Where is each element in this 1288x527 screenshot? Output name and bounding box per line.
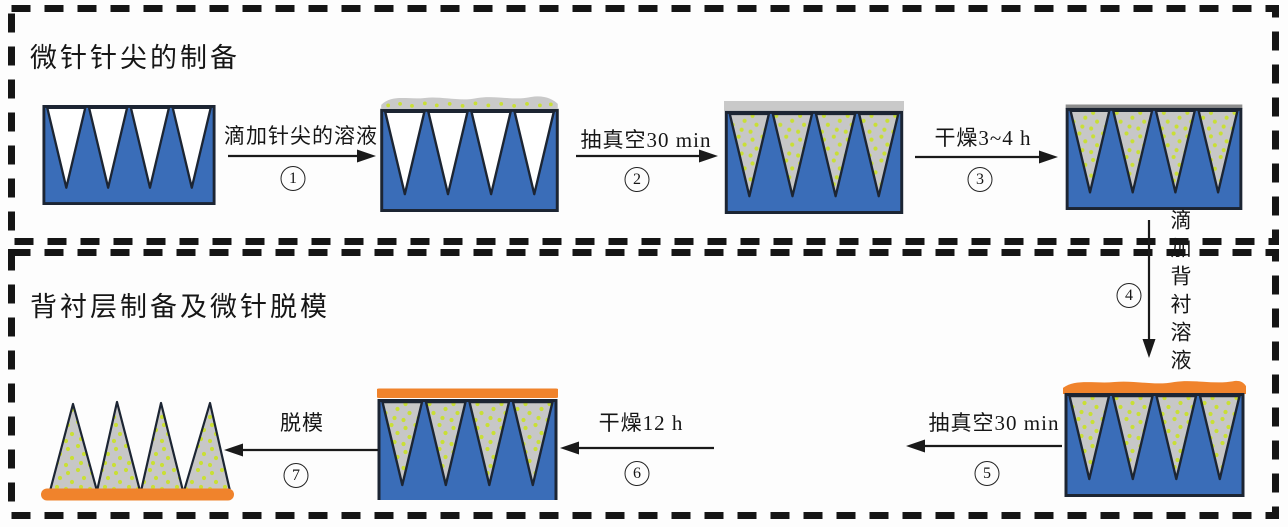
step1-label: 滴加针尖的溶液 bbox=[224, 124, 378, 148]
step4-down-arrow-icon bbox=[1142, 220, 1156, 358]
step5-label: 抽真空30 min bbox=[928, 411, 1060, 435]
step3-number: 3 bbox=[967, 167, 993, 192]
step7-left-arrow-icon bbox=[224, 443, 378, 457]
step6-left-arrow-icon bbox=[560, 441, 714, 455]
step1-right-arrow-icon bbox=[228, 149, 376, 163]
mold-backing-dried bbox=[377, 388, 558, 500]
step3-right-arrow-icon bbox=[915, 150, 1058, 164]
step4-label: 滴加背衬溶液 bbox=[1168, 209, 1192, 377]
step6-number: 6 bbox=[624, 461, 650, 486]
mold-with-backing-solution bbox=[1063, 380, 1246, 497]
step4-number: 4 bbox=[1116, 283, 1142, 308]
step2-number: 2 bbox=[624, 167, 650, 192]
mold-empty bbox=[42, 105, 216, 205]
step1-number: 1 bbox=[280, 166, 306, 191]
step5-number: 5 bbox=[974, 461, 1000, 486]
step7-label: 脱模 bbox=[280, 411, 324, 435]
step3-label: 干燥3~4 h bbox=[934, 126, 1032, 150]
mold-dried-tips bbox=[1065, 104, 1243, 210]
mold-with-tip-solution bbox=[380, 96, 559, 212]
top-section-title: 微针针尖的制备 bbox=[30, 43, 240, 73]
bottom-section-title: 背衬层制备及微针脱模 bbox=[30, 292, 330, 322]
step5-left-arrow-icon bbox=[906, 439, 1062, 453]
step7-number: 7 bbox=[283, 463, 309, 488]
mold-vacuum-filled bbox=[724, 100, 904, 214]
step6-label: 干燥12 h bbox=[598, 411, 684, 435]
backing-layer-base bbox=[41, 488, 234, 501]
step2-label: 抽真空30 min bbox=[580, 128, 712, 152]
demolded-microneedle-patch bbox=[41, 400, 234, 501]
